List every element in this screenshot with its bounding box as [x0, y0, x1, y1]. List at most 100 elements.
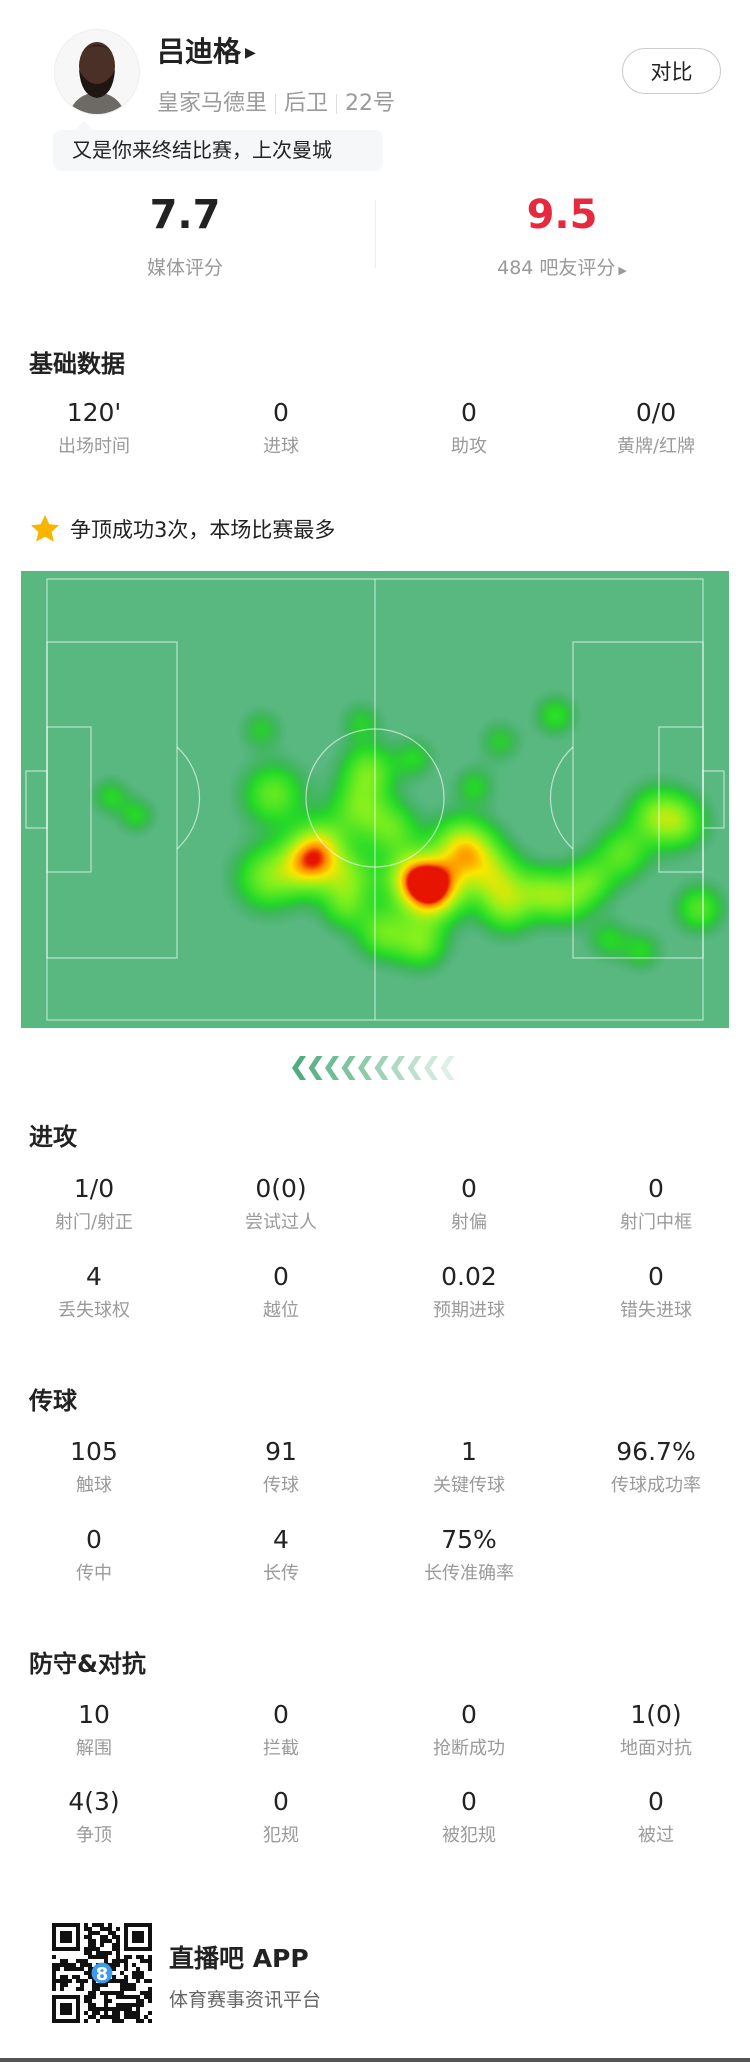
stat-value: 4(3) [68, 1787, 120, 1816]
stat-item: 105 触球 [4, 1437, 184, 1497]
star-icon [31, 515, 59, 542]
qr-code: 8 [52, 1923, 152, 2023]
stat-item: 0 被犯规 [379, 1787, 559, 1847]
separator [336, 94, 338, 114]
separator [275, 94, 277, 114]
stat-item: 0/0 黄牌/红牌 [566, 398, 746, 458]
stat-item: 0 错失进球 [566, 1262, 746, 1322]
stat-item: 0 犯规 [191, 1787, 371, 1847]
stat-label: 传中 [76, 1563, 112, 1584]
player-avatar[interactable] [54, 29, 140, 115]
chevron-left-icon [308, 1056, 323, 1080]
stat-value: 75% [441, 1525, 497, 1554]
stat-item: 96.7% 传球成功率 [566, 1437, 746, 1497]
stat-item: 0 传中 [4, 1525, 184, 1585]
bottom-border [0, 2058, 750, 2062]
stat-label: 拦截 [263, 1738, 299, 1759]
stat-item: 0 越位 [191, 1262, 371, 1322]
left-goal [25, 770, 48, 829]
right-goal [702, 770, 725, 829]
stat-label: 抢断成功 [433, 1738, 505, 1759]
center-circle [305, 728, 445, 868]
stat-label: 尝试过人 [245, 1212, 317, 1233]
stat-value: 0(0) [255, 1174, 307, 1203]
stat-label: 被犯规 [442, 1825, 496, 1846]
stat-value: 0 [273, 398, 289, 427]
stat-value: 0/0 [635, 398, 677, 427]
left-goal-box [46, 726, 92, 873]
stat-label: 传球 [263, 1475, 299, 1496]
stat-value: 0 [461, 1174, 477, 1203]
chevron-left-icon [374, 1056, 389, 1080]
caret-right-icon: ▶ [245, 45, 256, 61]
quote-bubble: 又是你来终结比赛，上次曼城 [53, 121, 383, 171]
player-meta: 皇家马德里 后卫 22号 [157, 85, 395, 117]
player-photo-icon [55, 30, 139, 114]
stat-value: 0 [273, 1787, 289, 1816]
app-logo-icon [91, 1962, 113, 1984]
stat-label: 黄牌/红牌 [616, 436, 696, 457]
stat-label: 射门/射正 [54, 1212, 134, 1233]
stat-label: 射偏 [451, 1212, 487, 1233]
stat-item: 75% 长传准确率 [379, 1525, 559, 1585]
stat-value: 10 [78, 1700, 110, 1729]
highlight-line: 争顶成功3次，本场比赛最多 [29, 513, 335, 545]
fan-rating-label: 484 吧友评分 [497, 257, 616, 279]
stat-value: 0 [86, 1525, 102, 1554]
stat-value: 4 [273, 1525, 289, 1554]
chevron-left-icon [424, 1056, 438, 1080]
media-rating-label: 媒体评分 [146, 257, 223, 279]
fan-rating: 9.5 [526, 192, 598, 238]
right-penalty-box [572, 641, 704, 959]
stat-label: 争顶 [76, 1825, 112, 1846]
stat-label: 助攻 [451, 436, 487, 457]
stat-label: 预期进球 [433, 1300, 505, 1321]
fan-rating-link[interactable]: 484 吧友评分 ▶ [442, 253, 682, 280]
stat-item: 0 射偏 [379, 1174, 559, 1234]
stat-item: 10 解围 [4, 1700, 184, 1760]
section-title: 进攻 [29, 1123, 77, 1151]
highlight-text: 争顶成功3次，本场比赛最多 [70, 518, 336, 542]
stat-label: 犯规 [263, 1825, 299, 1846]
left-penalty-arc [176, 746, 201, 850]
stat-label: 丢失球权 [58, 1300, 130, 1321]
stat-item: 0 进球 [191, 398, 371, 458]
team-name: 皇家马德里 [157, 91, 268, 116]
stat-value: 0 [273, 1262, 289, 1291]
stat-item: 0.02 预期进球 [379, 1262, 559, 1322]
app-name: 直播吧 APP [169, 1944, 309, 1973]
player-number: 22号 [345, 91, 396, 116]
stat-label: 触球 [76, 1475, 112, 1496]
stat-value: 0.02 [441, 1262, 497, 1291]
stat-item: 4 长传 [191, 1525, 371, 1585]
stat-item: 0 拦截 [191, 1700, 371, 1760]
stat-value: 120' [66, 398, 122, 427]
stat-item: 1/0 射门/射正 [4, 1174, 184, 1234]
stat-value: 0 [648, 1262, 664, 1291]
stat-value: 1 [461, 1437, 477, 1466]
stat-value: 96.7% [616, 1437, 696, 1466]
player-name-link[interactable]: 吕迪格 ▶ [157, 30, 256, 70]
stat-label: 射门中框 [620, 1212, 692, 1233]
stat-label: 出场时间 [58, 436, 130, 457]
stat-label: 传球成功率 [611, 1475, 701, 1496]
stat-value: 0 [273, 1700, 289, 1729]
pitch-lines [25, 578, 725, 1021]
stat-label: 错失进球 [620, 1300, 692, 1321]
stat-value: 105 [70, 1437, 118, 1466]
stat-label: 进球 [263, 436, 299, 457]
right-goal-box [658, 726, 704, 873]
svg-text:8: 8 [96, 1964, 109, 1985]
player-position: 后卫 [284, 91, 329, 116]
stat-item: 0(0) 尝试过人 [191, 1174, 371, 1234]
stat-value: 0 [648, 1174, 664, 1203]
stat-value: 0 [461, 398, 477, 427]
stat-value: 4 [86, 1262, 102, 1291]
stat-item: 0 被过 [566, 1787, 746, 1847]
stat-label: 越位 [263, 1300, 299, 1321]
section-title: 基础数据 [29, 350, 125, 378]
stat-label: 解围 [76, 1738, 112, 1759]
compare-button[interactable]: 对比 [622, 48, 721, 94]
stat-item: 4(3) 争顶 [4, 1787, 184, 1847]
stat-item: 120' 出场时间 [4, 398, 184, 458]
